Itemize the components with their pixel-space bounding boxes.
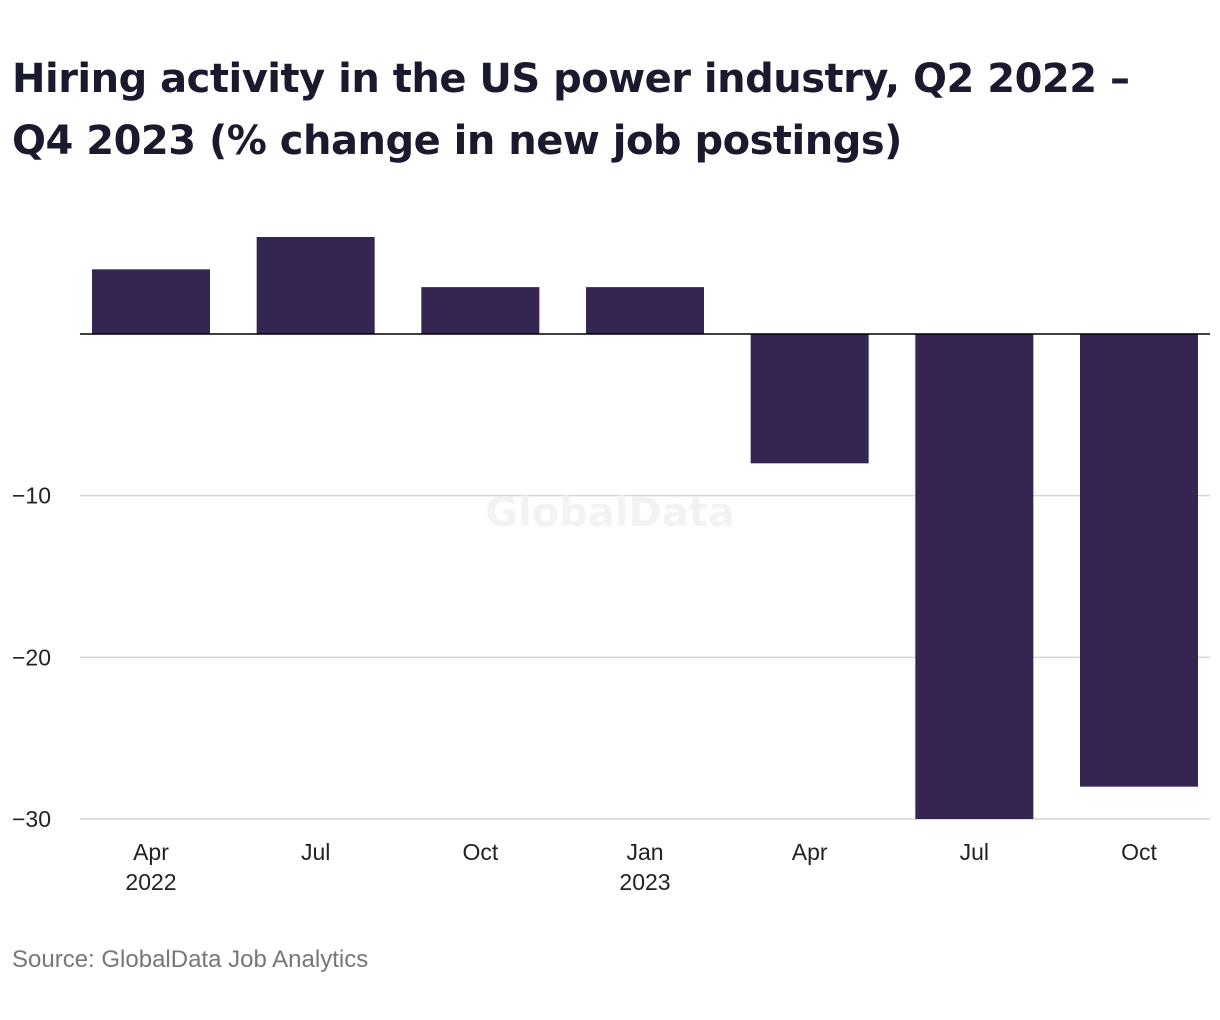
y-tick-label: −30	[12, 806, 51, 832]
y-tick-label: −10	[12, 483, 51, 509]
grid-lines	[80, 494, 1210, 820]
bar	[750, 334, 869, 464]
x-tick-label: Apr	[792, 839, 828, 865]
y-tick-label: −20	[12, 644, 51, 670]
x-tick-label: Jul	[301, 839, 330, 865]
x-tick-label: Oct	[462, 839, 498, 865]
bar	[92, 269, 210, 334]
x-tick-label: Jul	[960, 839, 989, 865]
bar	[256, 237, 375, 334]
x-axis-ticks: Apr 2022 Jul Oct Jan 2023 Apr Jul Oct	[125, 839, 1157, 895]
bar	[586, 287, 704, 334]
x-tick-year-label: 2023	[619, 869, 670, 895]
bar	[915, 334, 1034, 819]
x-tick-year-label: 2022	[125, 869, 176, 895]
source-note: Source: GlobalData Job Analytics	[12, 946, 369, 973]
bar	[1080, 334, 1198, 787]
chart-title: Hiring activity in the US power industry…	[12, 56, 1130, 164]
bar	[421, 287, 540, 334]
x-tick-label: Jan	[626, 839, 663, 865]
y-axis-ticks: −10 −20 −30	[12, 483, 51, 832]
bars	[92, 237, 1198, 819]
x-tick-label: Oct	[1121, 839, 1157, 865]
watermark: GlobalData	[485, 490, 735, 536]
x-tick-label: Apr	[133, 839, 169, 865]
